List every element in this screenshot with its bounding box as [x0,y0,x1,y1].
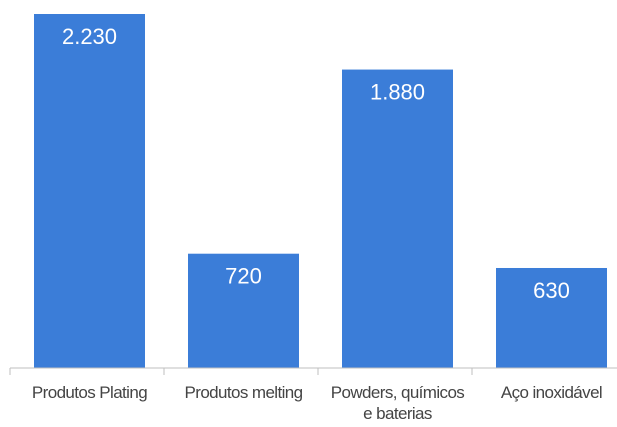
category-label: Produtos Plating [32,383,147,402]
bars-group [34,14,607,368]
bar-value-label: 720 [225,264,262,289]
category-label: Powders, químicos e baterias [331,383,465,423]
category-label: Produtos melting [185,383,303,402]
bar [496,267,607,368]
bar [188,253,299,368]
category-label: Aço inoxidável [501,383,602,402]
value-labels-group: 2.230 720 1.880 630 [62,24,570,303]
bar [34,14,145,368]
category-labels-group: Produtos Plating Produtos melting Powders,… [32,383,603,423]
bar-value-label: 1.880 [370,80,425,105]
bar-value-label: 630 [533,278,570,303]
x-axis-ticks [9,368,473,375]
bar [342,69,453,368]
bar-value-label: 2.230 [62,24,117,49]
